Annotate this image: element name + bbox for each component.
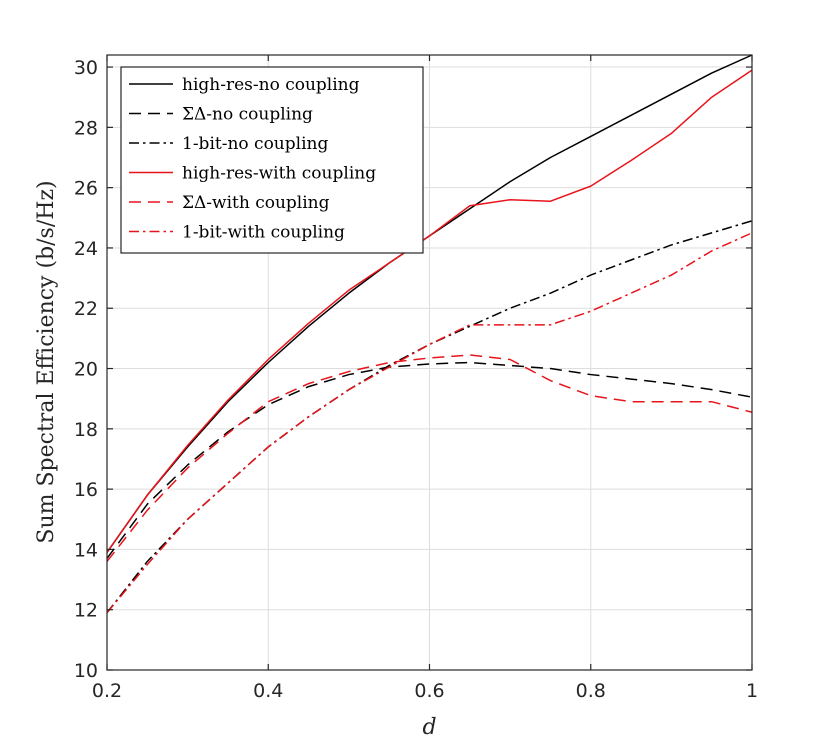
y-tick-label: 14	[74, 539, 98, 561]
x-tick-label: 0.8	[576, 680, 606, 702]
x-tick-label: 0.2	[92, 680, 122, 702]
y-tick-label: 12	[74, 600, 98, 622]
x-axis-label: d	[422, 715, 436, 740]
y-tick-label: 28	[74, 117, 98, 139]
x-tick-label: 1	[746, 680, 758, 702]
y-tick-label: 16	[74, 479, 98, 501]
legend: high-res-no coupling ΣΔ-no coupling 1-bit-…	[120, 66, 424, 254]
legend-label-3: 1-bit-no coupling	[182, 134, 328, 154]
legend-label-1: high-res-no coupling	[182, 75, 360, 95]
y-tick-label: 22	[74, 298, 98, 320]
legend-label-2: ΣΔ-no coupling	[182, 105, 313, 125]
y-axis-label: Sum Spectral Efficiency (b/s/Hz)	[34, 180, 59, 543]
ticks: 0.2 0.4 0.6 0.8 1 10 12 14 16 18 20 22 24 26 28 30	[74, 55, 758, 702]
series-line-2	[106, 361, 753, 559]
y-tick-label: 26	[74, 178, 98, 200]
grid	[106, 55, 753, 671]
series-layer	[106, 54, 753, 614]
y-tick-label: 30	[74, 57, 98, 79]
series-line-4	[106, 69, 753, 553]
y-tick-label: 18	[74, 419, 98, 441]
x-tick-label: 0.6	[414, 680, 444, 702]
legend-box	[120, 66, 424, 254]
y-tick-label: 20	[74, 359, 98, 381]
x-tick-label: 0.4	[253, 680, 283, 702]
series-line-6	[106, 232, 753, 614]
series-line-5	[106, 354, 753, 562]
legend-label-6: 1-bit-with coupling	[182, 223, 345, 243]
legend-label-4: high-res-with coupling	[182, 164, 376, 184]
y-tick-label: 24	[74, 238, 98, 260]
y-tick-label: 10	[74, 660, 98, 682]
legend-label-5: ΣΔ-with coupling	[182, 193, 330, 213]
